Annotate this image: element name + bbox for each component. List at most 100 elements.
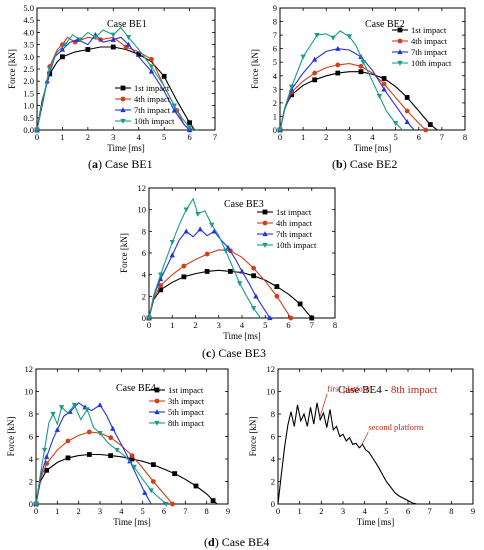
legend-marker [154, 409, 160, 415]
x-tick-label: 2 [77, 506, 81, 516]
y-tick-label: 5.0 [23, 3, 34, 13]
data-point [50, 411, 56, 417]
x-tick-label: 5 [141, 506, 145, 516]
x-tick-label: 6 [417, 132, 421, 142]
series-line [148, 197, 262, 319]
legend-label: 8th impact [168, 418, 205, 428]
x-tick-label: 2 [193, 320, 197, 330]
legend-marker [120, 118, 126, 124]
series-line [148, 228, 271, 319]
data-point [169, 240, 175, 246]
chart-title-text: Case BE3 [224, 199, 264, 210]
series-line [277, 402, 417, 505]
x-tick-label: 7 [310, 320, 314, 330]
y-tick-label: 8 [273, 17, 277, 27]
data-point [84, 407, 90, 413]
data-point [204, 251, 210, 257]
y-tick-label: 6 [271, 432, 275, 442]
x-tick-label: 8 [205, 506, 209, 516]
y-tick-label: 5 [273, 57, 277, 67]
legend-marker [397, 49, 403, 55]
data-point [274, 284, 280, 289]
legend-marker [154, 398, 160, 404]
data-point [34, 127, 40, 133]
caption-b: (b) Case BE2 [332, 157, 397, 171]
series-line [35, 402, 152, 505]
data-point [41, 447, 48, 453]
x-tick-label: 9 [226, 506, 230, 516]
y-tick-label: 3.0 [23, 52, 34, 62]
data-point [92, 35, 99, 41]
y-tick-label: 3 [273, 84, 277, 94]
y-tick-label: 6 [142, 248, 146, 258]
data-point [314, 32, 320, 38]
y-axis-label: Force [kN] [119, 233, 129, 273]
series-line [279, 48, 415, 131]
data-point [146, 315, 152, 321]
x-tick-label: 7 [183, 506, 187, 516]
series-line [279, 63, 427, 131]
data-point [181, 274, 187, 280]
data-point [125, 35, 132, 41]
chart-title-text: Case BE2 [365, 19, 405, 30]
y-tick-label: 2 [273, 98, 277, 108]
data-point [171, 107, 177, 113]
data-point [250, 306, 257, 312]
y-tick-label: 2 [29, 477, 33, 487]
y-tick-label: 3.5 [23, 40, 34, 50]
x-tick-label: 0 [278, 132, 282, 142]
legend-label: 10th impact [134, 116, 175, 126]
chart-title-text: Case BE4 [116, 383, 156, 394]
legend-label: 7th impact [134, 105, 171, 115]
y-tick-label: 2.0 [23, 76, 34, 86]
legend-marker [154, 420, 160, 426]
legend-marker [120, 107, 126, 113]
legend-label: 7th impact [411, 47, 448, 57]
caption-d: (d) Case BE4 [204, 535, 269, 549]
annotation-label: first platform [327, 384, 372, 394]
y-tick-label: 8 [271, 409, 275, 419]
data-point [183, 207, 189, 213]
data-point [129, 456, 135, 462]
data-point [335, 45, 341, 51]
data-point [44, 467, 50, 473]
data-point [267, 315, 273, 321]
data-point [181, 263, 187, 269]
data-point [62, 42, 68, 48]
data-point [227, 269, 233, 274]
x-tick-label: 6 [286, 320, 290, 330]
x-tick-label: 4 [240, 320, 245, 330]
data-point [309, 315, 315, 321]
data-point [54, 426, 60, 432]
y-tick-label: 0 [271, 499, 275, 509]
y-tick-label: 0 [29, 499, 33, 509]
data-point [172, 471, 178, 477]
data-point [381, 76, 387, 81]
y-tick-label: 10 [138, 205, 147, 215]
data-point [358, 63, 364, 69]
data-point [158, 283, 164, 288]
data-point [225, 244, 231, 250]
y-axis-label: Force [kN] [248, 417, 258, 457]
x-tick-label: 6 [162, 506, 166, 516]
x-tick-label: 1 [170, 320, 174, 330]
data-point [404, 108, 410, 114]
data-point [142, 489, 148, 495]
data-point [297, 301, 303, 307]
x-tick-label: 4 [137, 132, 142, 142]
legend-marker [262, 209, 268, 215]
data-point [60, 54, 65, 60]
data-point [186, 125, 193, 131]
data-point [209, 222, 215, 228]
x-tick-label: 1 [60, 132, 64, 142]
x-tick-label: 5 [263, 320, 267, 330]
y-tick-label: 1.5 [23, 88, 34, 98]
data-point [86, 452, 92, 457]
x-tick-label: 2 [86, 132, 90, 142]
data-point [251, 265, 257, 271]
series-line [35, 431, 173, 505]
data-point [108, 435, 114, 441]
data-point [346, 34, 353, 40]
